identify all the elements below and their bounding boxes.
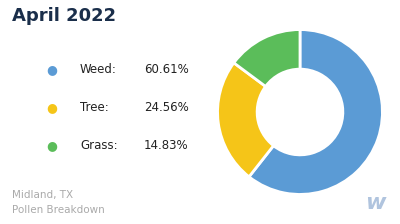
Text: ●: ● (46, 63, 58, 76)
Text: w: w (366, 193, 386, 213)
Text: Tree:: Tree: (80, 101, 109, 114)
Text: April 2022: April 2022 (12, 7, 116, 25)
Text: Grass:: Grass: (80, 139, 118, 152)
Text: 14.83%: 14.83% (144, 139, 189, 152)
Text: 24.56%: 24.56% (144, 101, 189, 114)
Text: ●: ● (46, 139, 58, 152)
Wedge shape (249, 30, 382, 194)
Wedge shape (218, 63, 274, 177)
Text: 60.61%: 60.61% (144, 63, 189, 76)
Text: Midland, TX
Pollen Breakdown: Midland, TX Pollen Breakdown (12, 190, 105, 215)
Text: ●: ● (46, 101, 58, 114)
Text: Weed:: Weed: (80, 63, 117, 76)
Wedge shape (234, 30, 300, 86)
